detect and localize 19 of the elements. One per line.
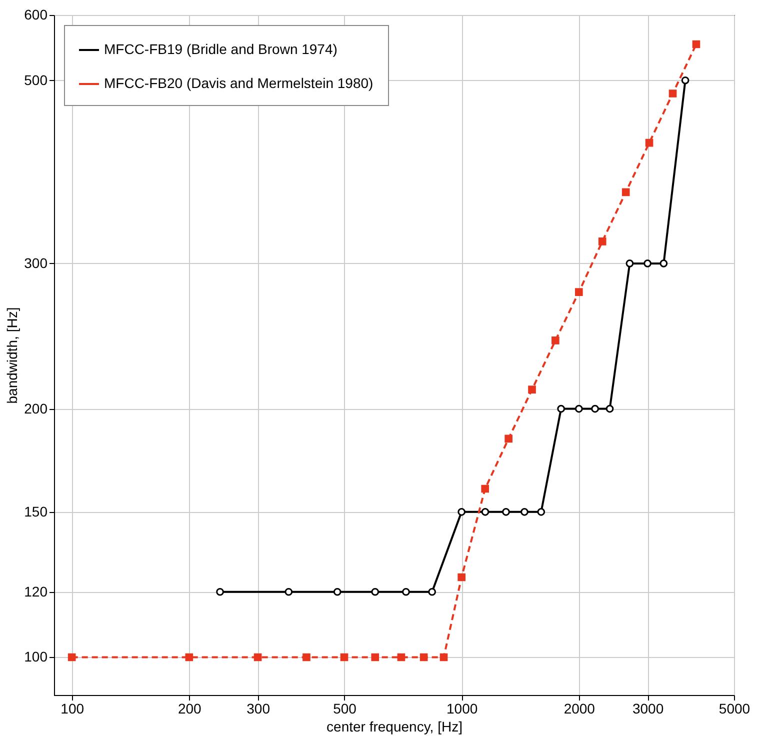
y-tick-label: 500	[24, 72, 48, 88]
x-tick-label: 1000	[446, 700, 478, 716]
x-tick-label: 100	[60, 700, 84, 716]
x-tick-label: 5000	[718, 700, 750, 716]
y-tick-label: 600	[24, 6, 48, 22]
x-tick-label: 2000	[564, 700, 596, 716]
y-axis-title: bandwidth, [Hz]	[4, 307, 20, 404]
legend-label: MFCC-FB19 (Bridle and Brown 1974)	[104, 41, 338, 57]
x-axis-title: center frequency, [Hz]	[326, 718, 462, 734]
y-tick-label: 100	[24, 648, 48, 665]
x-tick-label: 300	[246, 700, 270, 716]
x-tick-label: 3000	[632, 700, 664, 716]
y-tick-label: 200	[24, 400, 48, 416]
y-tick-label: 300	[24, 254, 48, 271]
x-tick-label: 200	[178, 700, 202, 716]
x-tick-label: 500	[333, 700, 357, 716]
y-tick-label: 120	[24, 583, 48, 600]
y-tick-label: 150	[24, 503, 48, 520]
legend-label: MFCC-FB20 (Davis and Mermelstein 1980)	[104, 75, 374, 91]
